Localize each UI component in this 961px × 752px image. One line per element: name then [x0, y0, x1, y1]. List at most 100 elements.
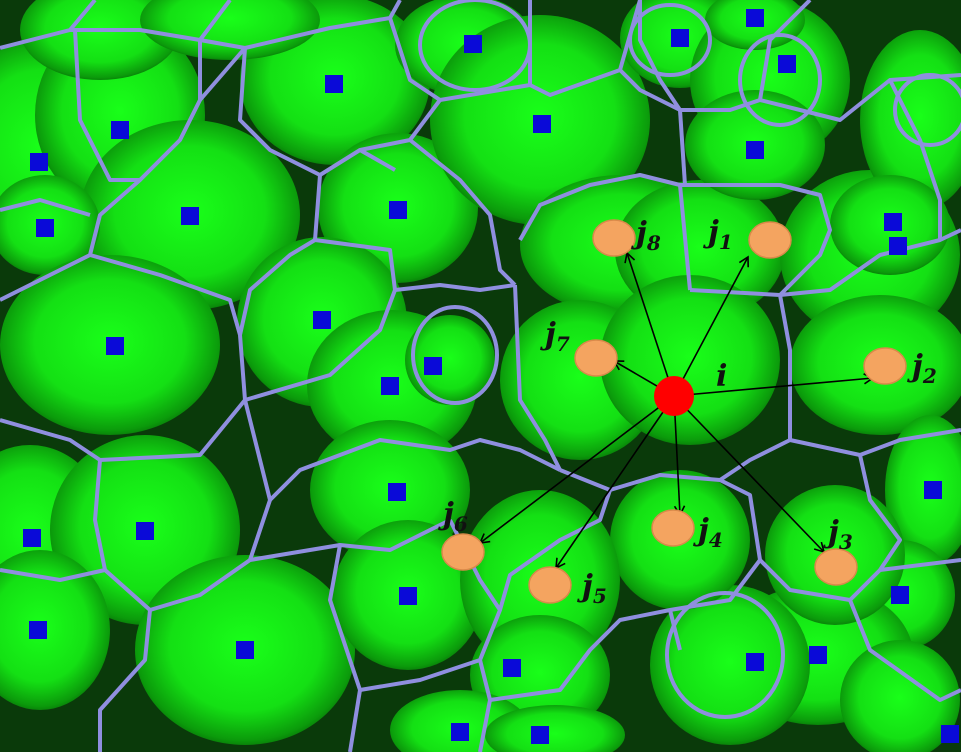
- neighbor-particle-j1: [748, 221, 792, 259]
- seed-square: [111, 121, 129, 139]
- cell-boundary: [89, 253, 242, 336]
- neighbor-particle-j2: [863, 347, 907, 385]
- cell-boundary-ring: [418, 0, 532, 92]
- neighbor-particle-j3: [814, 548, 858, 586]
- seed-square: [503, 659, 521, 677]
- cell-boundary: [879, 558, 961, 572]
- cell-boundary: [103, 399, 272, 612]
- seed-square: [891, 586, 909, 604]
- cell-boundary-ring: [411, 305, 499, 405]
- label-j2-index: 2: [922, 364, 937, 388]
- voronoi-cell: [20, 0, 180, 80]
- seed-square: [778, 55, 796, 73]
- seed-square: [924, 481, 942, 499]
- seed-square: [746, 9, 764, 27]
- voronoi-cell: [600, 275, 780, 445]
- cell-boundary: [238, 174, 322, 336]
- cell-boundary: [498, 468, 612, 611]
- cell-boundary: [408, 138, 517, 287]
- seed-square: [389, 201, 407, 219]
- cell-boundary-ring: [738, 33, 822, 127]
- cell-boundary: [70, 0, 232, 42]
- seed-square: [388, 483, 406, 501]
- central-particle-group: [654, 376, 694, 416]
- cell-boundary: [0, 178, 142, 302]
- cell-boundary: [680, 183, 832, 297]
- cell-boundary: [98, 609, 152, 752]
- cell-boundary-ring: [893, 73, 961, 147]
- voronoi-cell: [140, 0, 320, 60]
- seed-square: [381, 377, 399, 395]
- voronoi-cell: [885, 415, 961, 565]
- cell-boundary: [678, 109, 687, 186]
- seed-square: [106, 337, 124, 355]
- label-j7-index: 7: [556, 332, 570, 356]
- cell-boundary: [689, 288, 792, 440]
- cell-boundary: [618, 68, 681, 112]
- seed-square: [889, 237, 907, 255]
- cell-boundary: [678, 184, 692, 291]
- seed-square: [884, 213, 902, 231]
- cell-boundary: [638, 0, 682, 112]
- neighbor-particle-j4: [651, 509, 695, 547]
- cell-boundary: [249, 518, 451, 562]
- seed-square: [941, 725, 959, 743]
- arrow-to-j5: [555, 395, 675, 570]
- cell-boundary: [394, 283, 516, 292]
- cell-boundary: [888, 79, 942, 240]
- seed-square: [451, 723, 469, 741]
- seed-square: [23, 529, 41, 547]
- cell-boundary: [789, 428, 961, 457]
- cell-boundary: [359, 148, 396, 172]
- label-j5-index: 5: [593, 584, 607, 608]
- voronoi-cell: [405, 315, 495, 405]
- cell-boundary: [0, 198, 91, 217]
- seed-square: [746, 653, 764, 671]
- neighbor-particle-j7: [574, 339, 618, 377]
- seed-square: [181, 207, 199, 225]
- neighbor-particle-j6: [441, 533, 485, 571]
- seed-square: [30, 153, 48, 171]
- cell-boundary: [758, 0, 812, 101]
- arrow-to-j6: [478, 395, 675, 544]
- seed-square: [36, 219, 54, 237]
- arrow-to-j2: [673, 373, 875, 397]
- voronoi-cell: [840, 640, 960, 752]
- central-particle: [654, 376, 694, 416]
- label-j4-index: 4: [709, 528, 723, 552]
- arrow-to-j8: [624, 251, 675, 397]
- cell-boundary: [198, 46, 247, 102]
- arrow-to-j3: [673, 395, 826, 554]
- seed-square: [746, 141, 764, 159]
- cell-boundary: [268, 438, 561, 502]
- seed-square: [531, 726, 549, 744]
- seed-square: [29, 621, 47, 639]
- central-particle-label: i: [716, 359, 727, 394]
- label-j6-index: 6: [454, 512, 468, 536]
- neighbor-particles: [441, 219, 907, 604]
- seed-square: [671, 29, 689, 47]
- neighbor-particle-j5: [528, 566, 572, 604]
- seed-square: [313, 311, 331, 329]
- cell-boundary-ring: [665, 591, 785, 719]
- cell-boundary: [779, 228, 961, 297]
- voronoi-cell: [485, 705, 625, 752]
- seed-square: [136, 522, 154, 540]
- cell-boundary: [244, 238, 397, 402]
- seed-square: [236, 641, 254, 659]
- cell-boundary: [489, 608, 682, 702]
- cell-boundary: [848, 599, 961, 702]
- label-j8-index: 8: [646, 231, 661, 255]
- cell-boundary-ring: [628, 3, 712, 77]
- seed-square: [533, 115, 551, 133]
- seed-square: [809, 646, 827, 664]
- arrow-to-j1: [673, 255, 749, 397]
- neighbor-particle-j8: [592, 219, 636, 257]
- seed-square: [464, 35, 482, 53]
- cell-boundary: [328, 544, 362, 752]
- seed-square: [424, 357, 442, 375]
- cell-boundary: [518, 173, 681, 241]
- label-j1-index: 1: [719, 230, 733, 254]
